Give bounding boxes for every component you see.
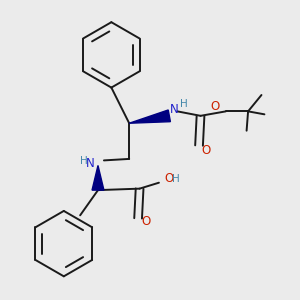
Polygon shape bbox=[92, 166, 104, 190]
Polygon shape bbox=[129, 110, 170, 123]
Text: N: N bbox=[85, 157, 94, 170]
Text: N: N bbox=[170, 103, 178, 116]
Text: H: H bbox=[180, 99, 188, 109]
Text: O: O bbox=[210, 100, 219, 113]
Text: H: H bbox=[80, 156, 88, 166]
Text: H: H bbox=[172, 174, 179, 184]
Text: O: O bbox=[141, 215, 150, 228]
Text: O: O bbox=[202, 143, 211, 157]
Text: O: O bbox=[165, 172, 174, 185]
